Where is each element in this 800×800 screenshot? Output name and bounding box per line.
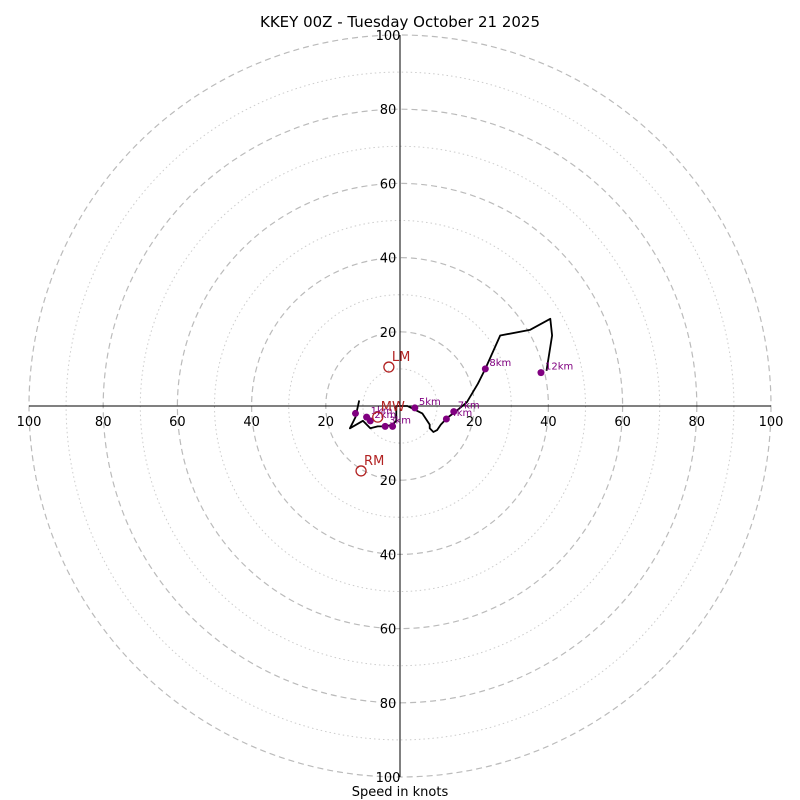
tick-labels: 100 80 60 40 20 20 40 60 80 100 100 80 60 40 20 20 40 60 8… bbox=[17, 29, 784, 786]
height-marker-label: 4km bbox=[450, 408, 472, 419]
height-marker-label: 5km bbox=[419, 397, 441, 408]
x-tick-label: 80 bbox=[689, 415, 706, 430]
y-tick-label: 100 bbox=[376, 29, 401, 44]
y-tick-label: 60 bbox=[380, 623, 397, 638]
y-tick-label: 100 bbox=[376, 771, 401, 786]
x-tick-label: 20 bbox=[318, 415, 335, 430]
height-marker-label: 3km bbox=[389, 415, 411, 426]
height-marker-point bbox=[366, 417, 374, 425]
x-axis-label: Speed in knots bbox=[352, 785, 449, 800]
x-tick-label: 60 bbox=[614, 415, 631, 430]
height-marker-label: 12km bbox=[545, 362, 573, 373]
storm-motion-label: LM bbox=[392, 350, 410, 365]
x-tick-label: 80 bbox=[95, 415, 112, 430]
x-tick-label: 100 bbox=[17, 415, 42, 430]
height-marker-point bbox=[537, 369, 545, 377]
height-marker-point bbox=[450, 408, 458, 416]
x-tick-label: 40 bbox=[540, 415, 557, 430]
y-tick-label: 20 bbox=[380, 474, 397, 489]
x-tick-label: 100 bbox=[759, 415, 784, 430]
y-tick-label: 60 bbox=[380, 177, 397, 192]
height-marker-point bbox=[351, 409, 359, 417]
chart-title: KKEY 00Z - Tuesday October 21 2025 bbox=[260, 13, 540, 31]
height-marker-point bbox=[481, 365, 489, 373]
height-marker-label: 2km bbox=[374, 410, 396, 421]
height-marker-point bbox=[442, 415, 450, 423]
x-tick-label: 20 bbox=[466, 415, 483, 430]
wind-profile bbox=[348, 317, 553, 433]
x-tick-label: 40 bbox=[243, 415, 260, 430]
x-tick-label: 60 bbox=[169, 415, 186, 430]
height-marker-label: 8km bbox=[489, 358, 511, 369]
height-marker-point bbox=[389, 422, 397, 430]
height-marker-point bbox=[411, 404, 419, 412]
storm-motion-label: RM bbox=[364, 454, 384, 469]
y-tick-label: 80 bbox=[380, 697, 397, 712]
y-tick-label: 80 bbox=[380, 103, 397, 118]
storm-motion-markers: LM RM MW bbox=[355, 350, 410, 477]
storm-motion-mw bbox=[372, 411, 384, 423]
storm-motion-rm bbox=[355, 465, 367, 477]
storm-motion-lm bbox=[383, 361, 395, 373]
storm-motion-label: MW bbox=[381, 400, 405, 415]
height-marker-point bbox=[381, 422, 389, 430]
y-tick-label: 40 bbox=[380, 548, 397, 563]
height-marker-label: 7km bbox=[458, 401, 480, 412]
y-tick-label: 40 bbox=[380, 252, 397, 267]
height-marker-label: 1km bbox=[371, 406, 393, 417]
hodograph-trace bbox=[348, 317, 553, 433]
y-tick-label: 20 bbox=[380, 326, 397, 341]
